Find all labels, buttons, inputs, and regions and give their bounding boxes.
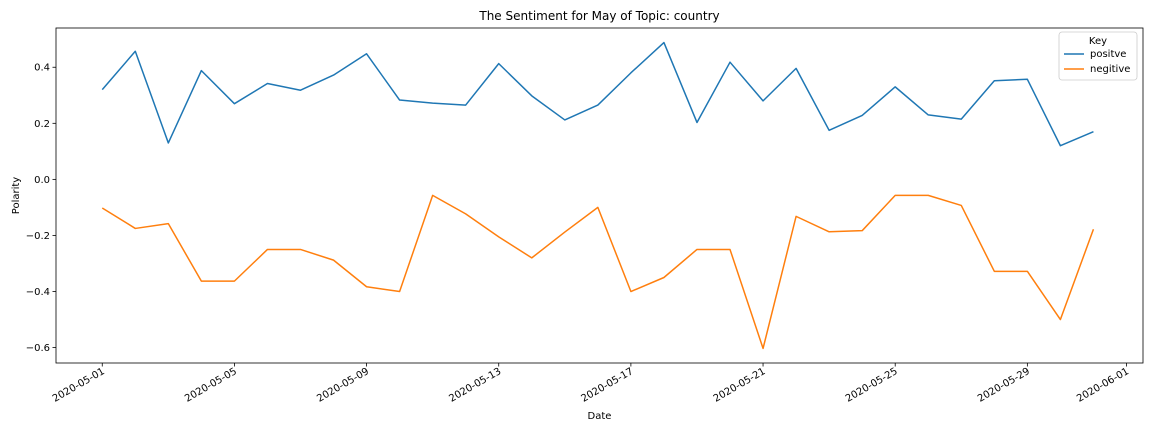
series-line-negitive (101, 194, 1095, 350)
series-line-positve (101, 41, 1094, 147)
y-axis-title: Polarity (11, 177, 22, 215)
y-tick-label: −0.6 (26, 343, 50, 354)
legend-title: Key (1089, 36, 1107, 47)
x-axis-title: Date (588, 411, 612, 422)
x-tick-label: 2020-05-09 (315, 366, 371, 405)
x-tick-label: 2020-05-25 (844, 366, 900, 405)
x-tick-label: 2020-05-21 (712, 366, 768, 405)
legend-box (1058, 31, 1138, 81)
plot-area: −0.6 −0.4 −0.2 0.0 0.2 0.4 2020-05-01 2020-05-0… (26, 27, 1144, 405)
legend: Key positve negitive (1058, 31, 1138, 81)
y-tick-label: 0.0 (34, 175, 50, 186)
y-tick-label: 0.2 (34, 119, 50, 130)
y-tick-label: −0.4 (26, 287, 50, 298)
x-tick-label: 2020-06-01 (1075, 366, 1131, 405)
chart-title: The Sentiment for May of Topic: country (478, 9, 719, 23)
legend-label-positve: positve (1090, 49, 1126, 60)
x-tick-label: 2020-05-05 (183, 366, 239, 405)
x-tick-label: 2020-05-13 (447, 366, 503, 405)
plot-frame (55, 27, 1144, 364)
x-tick-label: 2020-05-17 (580, 366, 636, 405)
x-tick-label: 2020-05-29 (976, 366, 1032, 405)
y-tick-label: 0.4 (34, 63, 50, 74)
legend-label-negitive: negitive (1090, 64, 1130, 75)
x-tick-label: 2020-05-01 (51, 366, 107, 405)
y-tick-label: −0.2 (26, 231, 50, 242)
